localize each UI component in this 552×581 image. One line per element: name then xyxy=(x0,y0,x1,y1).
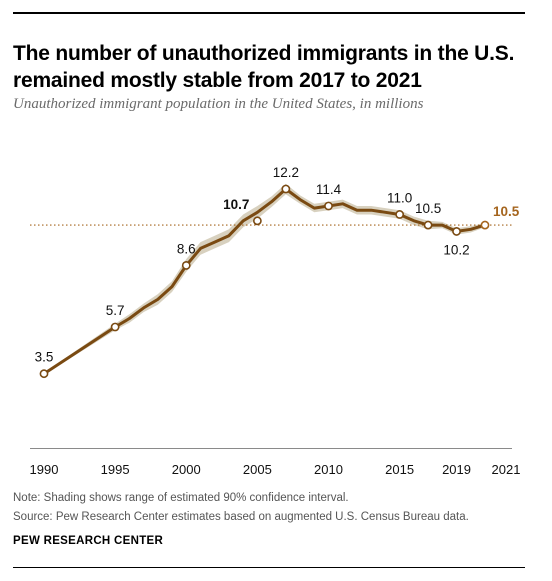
data-label-layer: 3.55.78.610.712.211.411.010.510.210.5 xyxy=(35,165,520,365)
data-label-2017: 10.5 xyxy=(415,201,441,216)
data-label-2015: 11.0 xyxy=(387,190,412,205)
x-axis: 1990 1995 2000 2005 2010 2015 2019 2021 xyxy=(30,448,521,477)
x-tick-label-1990: 1990 xyxy=(30,462,59,477)
point-marker-2021 xyxy=(480,220,490,230)
data-label-1995: 5.7 xyxy=(106,303,125,318)
x-tick-label-2021: 2021 xyxy=(492,462,521,477)
source-text: Source: Pew Research Center estimates ba… xyxy=(13,511,469,523)
data-label-2000: 8.6 xyxy=(177,241,196,256)
chart-notes: Note: Shading shows range of estimated 9… xyxy=(13,489,469,527)
point-marker-layer xyxy=(39,184,490,379)
point-marker-2010 xyxy=(324,201,333,211)
note-text: Note: Shading shows range of estimated 9… xyxy=(13,492,349,504)
point-marker-2007 xyxy=(281,184,291,194)
data-label-1990: 3.5 xyxy=(35,350,54,365)
chart-subtitle: Unauthorized immigrant population in the… xyxy=(13,96,424,112)
data-label-2005: 10.7 xyxy=(223,197,249,212)
x-tick-label-1995: 1995 xyxy=(101,462,130,477)
x-tick-label-2019: 2019 xyxy=(442,462,471,477)
chart-title: The number of unauthorized immigrants in… xyxy=(13,42,515,92)
point-marker-2017 xyxy=(423,220,433,230)
point-marker-2019 xyxy=(452,227,461,236)
brand-name: PEW RESEARCH CENTER xyxy=(13,535,164,547)
data-label-2007: 12.2 xyxy=(273,165,299,180)
data-label-2021: 10.5 xyxy=(493,204,520,219)
x-tick-label-2010: 2010 xyxy=(314,462,343,477)
top-rule xyxy=(13,12,525,14)
series-line-layer xyxy=(42,187,487,376)
point-marker-2005 xyxy=(252,216,262,226)
data-label-2010: 11.4 xyxy=(316,182,342,197)
x-tick-label-2005: 2005 xyxy=(243,462,272,477)
point-marker-2015 xyxy=(395,210,405,219)
point-marker-1995 xyxy=(110,322,120,332)
x-tick-label-2000: 2000 xyxy=(172,462,201,477)
data-label-2019: 10.2 xyxy=(443,242,469,257)
point-marker-1990 xyxy=(39,369,49,379)
series-line xyxy=(42,187,487,376)
bottom-rule xyxy=(13,567,525,568)
x-tick-label-2015: 2015 xyxy=(385,462,414,477)
point-marker-2000 xyxy=(181,261,191,270)
